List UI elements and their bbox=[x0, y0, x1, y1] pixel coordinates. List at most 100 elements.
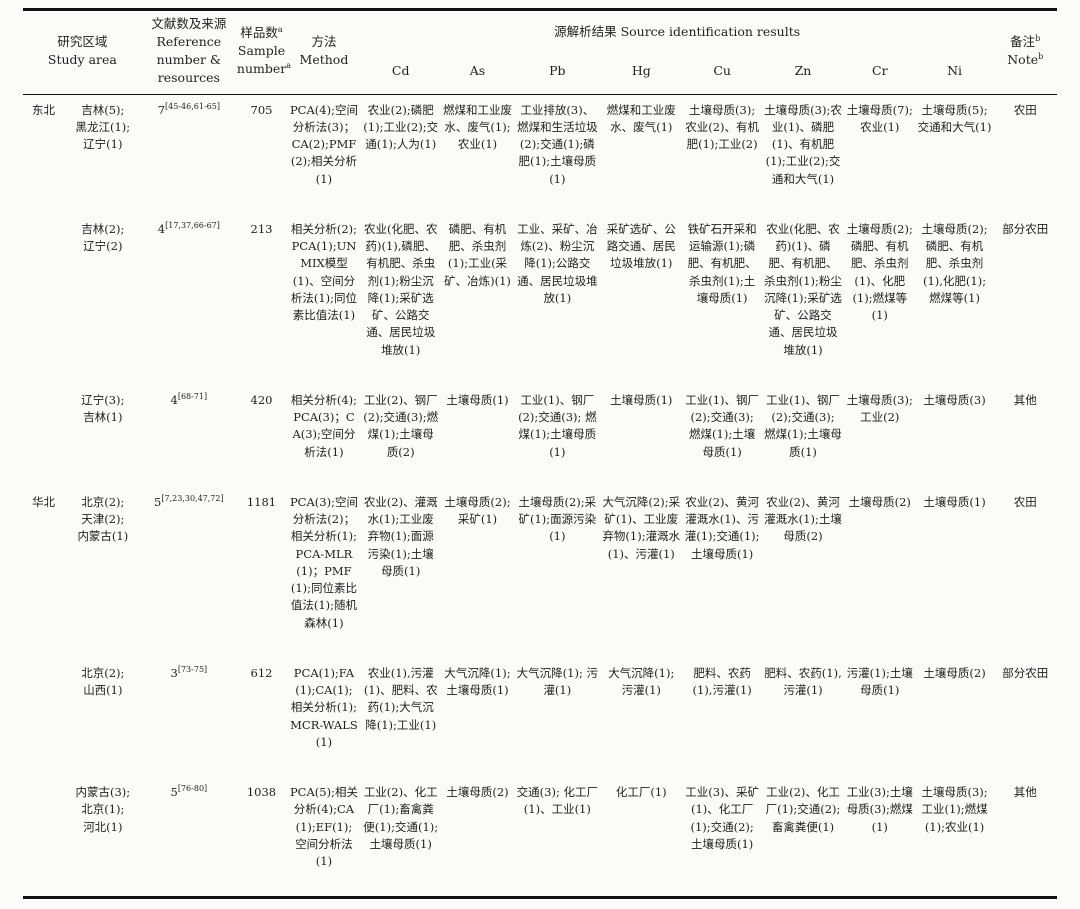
sample-cell: 213 bbox=[250, 221, 273, 236]
col-head-pb: Pb bbox=[549, 63, 566, 79]
ni-cell: 土壤母质(5);交通和大气(1) bbox=[917, 102, 992, 134]
sample-cell: 420 bbox=[250, 392, 273, 407]
sample-zh: 样品数 bbox=[240, 25, 278, 41]
sample-sup-a2: a bbox=[286, 61, 292, 71]
cd-cell: 农业(2);磷肥(1);工业(2);交通(1);人为(1) bbox=[363, 102, 439, 152]
note-sup-b2: b bbox=[1038, 52, 1044, 62]
method-cell: PCA(1);FA(1);CA(1); 相关分析(1);MCR-WALS(1) bbox=[290, 665, 358, 749]
note-cell: 农田 bbox=[1013, 102, 1037, 117]
zn-cell: 农业(化肥、农药)(1)、磷肥、有机肥、杀虫剂(1);粉尘沉降(1);采矿选矿、… bbox=[764, 221, 842, 357]
reference-cell: 5[76-80] bbox=[170, 784, 208, 799]
table-body: 东北 吉林(5); 黑龙江(1); 辽宁(1) 7[45-46,61-65] 7… bbox=[23, 94, 1057, 898]
cd-cell: 工业(2)、化工厂(1);畜禽粪便(1);交通(1);土壤母质(1) bbox=[363, 785, 439, 851]
table-row: 东北 吉林(5); 黑龙江(1); 辽宁(1) 7[45-46,61-65] 7… bbox=[23, 94, 1057, 214]
cd-cell: 农业(化肥、农药)(1),磷肥、有机肥、杀虫剂(1);粉尘沉降(1);采矿选矿、… bbox=[363, 221, 438, 357]
zn-cell: 土壤母质(3);农业(1)、磷肥(1)、有机肥(1);工业(2);交通和大气(1… bbox=[764, 102, 842, 186]
pb-cell: 交通(3); 化工厂(1)、工业(1) bbox=[516, 785, 598, 817]
col-head-source-results: 源解析结果 Source identification results bbox=[554, 24, 801, 40]
reference-sup: [73-75] bbox=[177, 664, 208, 674]
ni-cell: 土壤母质(2) bbox=[923, 665, 986, 680]
as-cell: 磷肥、有机肥、杀虫剂(1);工业(采矿、冶炼)(1) bbox=[444, 221, 511, 288]
study-area-cell: 辽宁(3); 吉林(1) bbox=[81, 392, 125, 424]
cd-cell: 农业(1),污灌(1)、肥料、农药(1);大气沉降(1);工业(1) bbox=[363, 665, 438, 732]
cr-cell: 土壤母质(3); 工业(2) bbox=[846, 392, 913, 424]
reference-en2: resources bbox=[157, 70, 220, 86]
as-cell: 大气沉降(1); 土壤母质(1) bbox=[444, 665, 511, 697]
table-header: 研究区域 Study area 文献数及来源 Reference number … bbox=[23, 10, 1057, 95]
reference-zh: 文献数及来源 bbox=[151, 16, 227, 31]
note-en: Note bbox=[1007, 52, 1039, 68]
col-head-hg: Hg bbox=[631, 63, 651, 79]
cu-cell: 铁矿石开采和运输源(1);磷肥、有机肥、杀虫剂(1);土壤母质(1) bbox=[687, 221, 757, 305]
study-area-cell: 吉林(5); 黑龙江(1); 辽宁(1) bbox=[75, 102, 131, 152]
cu-cell: 农业(2)、黄河灌溉水(1)、污灌(1);交通(1);土壤母质(1) bbox=[684, 494, 760, 561]
hg-cell: 燃煤和工业废水、废气(1) bbox=[606, 102, 676, 134]
note-cell: 部分农田 bbox=[1002, 221, 1049, 236]
hg-cell: 化工厂(1) bbox=[615, 785, 667, 799]
reference-sup: [45-46,61-65] bbox=[165, 101, 220, 111]
reference-sup: [76-80] bbox=[177, 784, 208, 794]
study-area-cell: 北京(2); 天津(2); 内蒙古(1) bbox=[77, 494, 129, 544]
col-head-method: 方法 Method bbox=[287, 10, 361, 95]
note-sup-b: b bbox=[1035, 33, 1041, 43]
sample-cell: 1038 bbox=[246, 785, 277, 799]
as-cell: 土壤母质(1) bbox=[446, 392, 509, 407]
cr-cell: 土壤母质(2) bbox=[848, 494, 911, 509]
hg-cell: 大气沉降(1); 污灌(1) bbox=[608, 665, 675, 697]
col-head-as: As bbox=[469, 63, 486, 79]
method-cell: PCA(5);相关分析(4);CA(1);EF(1); 空间分析法(1) bbox=[289, 785, 358, 868]
sample-en1: Sample bbox=[237, 43, 286, 59]
zn-cell: 肥料、农药(1),污灌(1) bbox=[764, 665, 842, 697]
cr-cell: 土壤母质(2);磷肥、有机肥、杀虫剂(1)、化肥(1);燃煤等(1) bbox=[846, 221, 913, 322]
note-cell: 其他 bbox=[1013, 392, 1037, 407]
cu-cell: 工业(1)、钢厂(2);交通(3); 燃煤(1);土壤母质(1) bbox=[685, 392, 760, 459]
note-cell: 其他 bbox=[1013, 785, 1037, 799]
ni-cell: 土壤母质(3) bbox=[923, 392, 986, 407]
hg-cell: 土壤母质(1) bbox=[610, 392, 673, 407]
table-row: 华北 北京(2); 天津(2); 内蒙古(1) 5[7,23,30,47,72]… bbox=[23, 487, 1057, 658]
method-cell: 相关分析(2);PCA(1);UNMIX模型(1)、空间分析法(1);同位素比值… bbox=[290, 221, 358, 322]
col-head-ni: Ni bbox=[947, 63, 963, 79]
source-identification-table: 研究区域 Study area 文献数及来源 Reference number … bbox=[23, 8, 1057, 900]
table-row: 吉林(2); 辽宁(2) 4[17,37,66-67] 213 相关分析(2);… bbox=[23, 214, 1057, 385]
study-area-en: Study area bbox=[47, 52, 117, 68]
region-label bbox=[23, 385, 64, 487]
pb-cell: 工业、采矿、冶炼(2)、粉尘沉降(1);公路交通、居民垃圾堆放(1) bbox=[517, 221, 598, 305]
hg-cell: 采矿选矿、公路交通、居民垃圾堆放(1) bbox=[606, 221, 676, 271]
reference-sup: [17,37,66-67] bbox=[165, 220, 220, 230]
pb-cell: 大气沉降(1); 污灌(1) bbox=[516, 665, 598, 697]
note-zh: 备注 bbox=[1010, 34, 1036, 50]
table-row: 内蒙古(3); 北京(1); 河北(1) 5[76-80] 1038 PCA(5… bbox=[23, 777, 1057, 898]
study-area-zh: 研究区域 bbox=[57, 34, 108, 50]
col-head-reference: 文献数及来源 Reference number & resources bbox=[142, 10, 236, 95]
method-cell: PCA(3);空间分析法(2)； 相关分析(1);PCA-MLR(1)；PMF(… bbox=[289, 494, 358, 630]
as-cell: 土壤母质(2) bbox=[446, 785, 509, 799]
region-label: 东北 bbox=[31, 102, 55, 117]
col-head-cu: Cu bbox=[713, 63, 731, 79]
study-area-cell: 内蒙古(3); 北京(1); 河北(1) bbox=[75, 785, 131, 834]
sample-en2: number bbox=[236, 61, 287, 77]
zn-cell: 工业(1)、钢厂(2);交通(3); 燃煤(1);土壤母质(1) bbox=[764, 392, 842, 459]
zn-cell: 农业(2)、黄河灌溉水(1);土壤母质(2) bbox=[764, 494, 842, 544]
region-label bbox=[23, 777, 64, 898]
method-cell: 相关分析(4);PCA(3)；CA(3);空间分析法(1) bbox=[290, 392, 358, 459]
ni-cell: 土壤母质(1) bbox=[923, 494, 986, 509]
cu-cell: 土壤母质(3);农业(2)、有机肥(1);工业(2) bbox=[685, 102, 760, 152]
as-cell: 燃煤和工业废水、废气(1);农业(1) bbox=[442, 102, 512, 152]
col-head-cd: Cd bbox=[391, 63, 410, 79]
cr-cell: 工业(3);土壤母质(3);燃煤(1) bbox=[846, 785, 913, 834]
cr-cell: 土壤母质(7);农业(1) bbox=[846, 102, 913, 134]
reference-cell: 5[7,23,30,47,72] bbox=[154, 493, 224, 509]
study-area-cell: 北京(2); 山西(1) bbox=[81, 665, 125, 697]
region-label: 华北 bbox=[31, 494, 55, 509]
sample-cell: 612 bbox=[250, 665, 273, 680]
method-zh: 方法 bbox=[311, 34, 337, 50]
cu-cell: 肥料、农药(1),污灌(1) bbox=[692, 665, 752, 697]
pb-cell: 土壤母质(2);采矿(1);面源污染(1) bbox=[518, 494, 597, 544]
col-head-zn: Zn bbox=[794, 63, 812, 79]
col-head-cr: Cr bbox=[872, 63, 888, 79]
sample-cell: 705 bbox=[250, 102, 273, 117]
as-cell: 土壤母质(2); 采矿(1) bbox=[444, 494, 511, 526]
region-label bbox=[23, 658, 64, 777]
reference-cell: 7[45-46,61-65] bbox=[157, 101, 220, 117]
